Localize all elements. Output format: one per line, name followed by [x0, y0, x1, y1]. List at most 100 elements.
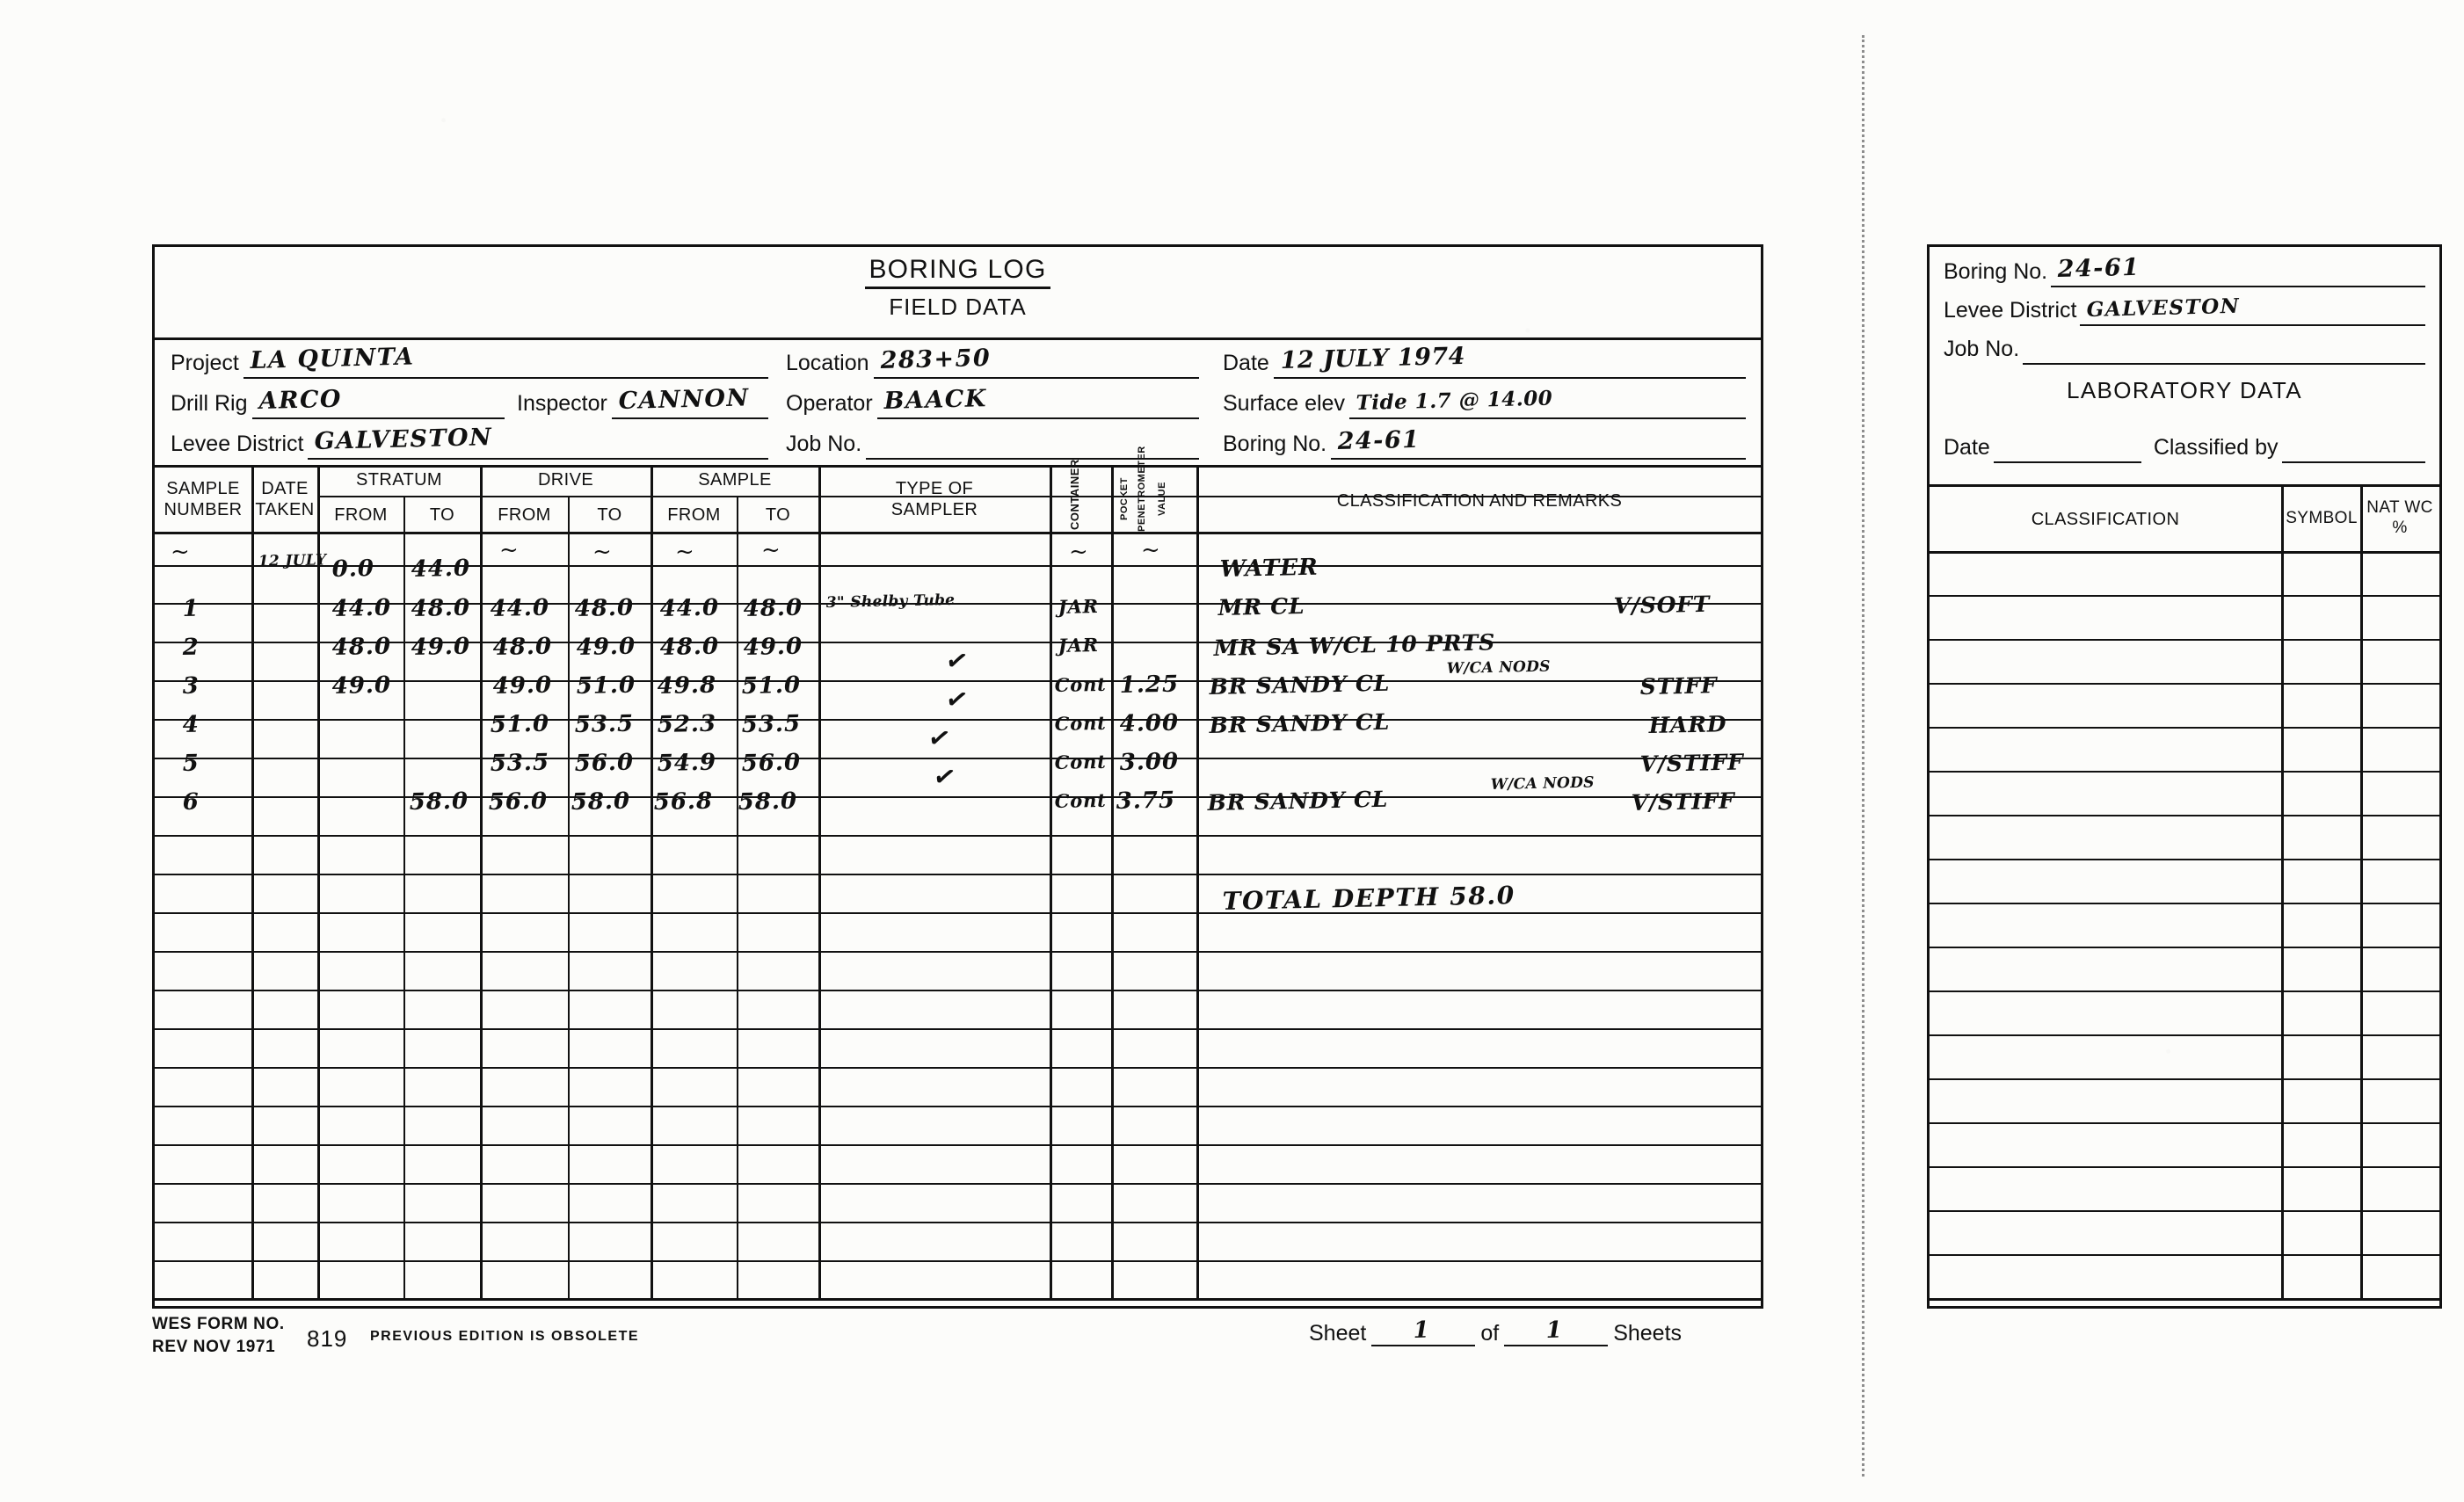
lab-date-input[interactable] — [1993, 430, 2141, 463]
surface-elev-input[interactable]: Tide 1.7 @ 14.00 — [1348, 386, 1746, 419]
lab-date-field[interactable]: Date Classified by — [1944, 428, 2425, 463]
row-rule — [155, 796, 1761, 798]
levee-district-field[interactable]: Levee District GALVESTON — [171, 424, 768, 460]
r6-stratum-from: 58.0 — [409, 787, 469, 816]
project-field[interactable]: Project LA QUINTA — [171, 343, 768, 379]
r1-stratum-to: 48.0 — [411, 594, 471, 622]
lab-row-rule — [1930, 990, 2439, 992]
operator-field[interactable]: Operator BAACK — [786, 384, 1199, 419]
lab-header-bottom-rule — [1930, 551, 2439, 554]
row-rule — [155, 912, 1761, 914]
lab-date-label: Date — [1944, 435, 1990, 460]
operator-input[interactable]: BAACK — [876, 385, 1199, 419]
sheet-count[interactable]: Sheet 1 of 1 Sheets — [1309, 1317, 1682, 1346]
header-sample-number: SAMPLE NUMBER — [164, 479, 243, 519]
boring-no-value: 24-61 — [1337, 425, 1421, 455]
drill-rig-field[interactable]: Drill Rig ARCO — [171, 384, 505, 419]
lab-classified-by-input[interactable] — [2281, 430, 2425, 463]
surface-elev-field[interactable]: Surface elev Tide 1.7 @ 14.00 — [1223, 384, 1746, 419]
r6-classification: BR SANDY CL — [1207, 786, 1389, 816]
row-rule — [155, 1067, 1761, 1069]
r6-drive-from: 58.0 — [571, 787, 631, 816]
r3-stratum-from: 49.0 — [331, 671, 392, 700]
lab-levee-district-input[interactable]: GALVESTON — [2080, 293, 2425, 326]
r4-sample-to: 53.5 — [741, 710, 802, 738]
r3-pocket-pen: 1.25 — [1119, 671, 1180, 699]
location-field[interactable]: Location 283+50 — [786, 344, 1199, 379]
location-input[interactable]: 283+50 — [873, 345, 1199, 379]
r6-drive-to: 56.8 — [653, 787, 714, 816]
r5-container: Cont — [1054, 750, 1107, 773]
r3-classification-sup: W/CA NODS — [1446, 657, 1551, 678]
date-input[interactable]: 12 JULY 1974 — [1273, 343, 1746, 379]
header-sample-to: TO — [765, 505, 791, 525]
r3-sample-to: 51.0 — [741, 671, 802, 700]
lab-row-rule — [1930, 947, 2439, 948]
sheet-total-input[interactable]: 1 — [1504, 1317, 1609, 1346]
r1-sample-to: 48.0 — [743, 594, 803, 622]
lab-boring-no-label: Boring No. — [1944, 259, 2048, 284]
lab-job-no-input[interactable] — [2023, 331, 2425, 365]
drill-rig-input[interactable]: ARCO — [251, 385, 505, 419]
r3-classification: BR SANDY CL — [1209, 670, 1391, 700]
header-sample-from: FROM — [667, 505, 721, 525]
operator-value: BAACK — [883, 385, 987, 415]
lab-panel-title: LABORATORY DATA — [2066, 377, 2303, 403]
col-rule-pocket-pen — [1196, 465, 1199, 1298]
inspector-label: Inspector — [517, 391, 607, 416]
r0-sample-to: ~ — [761, 537, 781, 563]
form-number: 819 — [307, 1325, 348, 1352]
lab-levee-district-field[interactable]: Levee District GALVESTON — [1944, 291, 2425, 326]
r5-sample-to: 56.0 — [741, 749, 802, 777]
r5-sample-number: 5 — [182, 750, 200, 777]
lab-row-rule — [1930, 1122, 2439, 1124]
table-top-rule — [155, 465, 1761, 468]
date-field[interactable]: Date 12 JULY 1974 — [1223, 343, 1746, 379]
r1-classification: MR CL — [1217, 592, 1305, 620]
levee-district-value: GALVESTON — [314, 424, 494, 455]
r5-sampler-check-icon: ✓ — [925, 721, 954, 757]
r4-sampler-check-icon: ✓ — [942, 682, 971, 718]
levee-district-input[interactable]: GALVESTON — [308, 424, 768, 460]
row-rule — [155, 603, 1761, 605]
boring-no-input[interactable]: 24-61 — [1331, 426, 1746, 460]
r0-container: ~ — [1069, 539, 1088, 565]
header-container: CONTAINER — [1068, 459, 1081, 530]
r0-classification: WATER — [1219, 554, 1319, 583]
lab-boring-no-input[interactable]: 24-61 — [2051, 254, 2425, 287]
total-depth-note: TOTAL DEPTH 58.0 — [1222, 881, 1516, 916]
lab-header-nat-wc: NAT WC % — [2366, 498, 2433, 537]
row-rule — [155, 642, 1761, 643]
col-rule-stratum — [480, 465, 483, 1298]
r0-date-taken: 12 JULY — [258, 551, 327, 570]
project-input[interactable]: LA QUINTA — [243, 343, 768, 379]
obsolete-notice: PREVIOUS EDITION IS OBSOLETE — [370, 1329, 640, 1344]
header-bottom-rule — [155, 532, 1761, 534]
header-date-taken: DATE TAKEN — [255, 479, 315, 519]
lab-row-rule — [1930, 1034, 2439, 1036]
header-drive-from: FROM — [498, 505, 551, 525]
inspector-field[interactable]: Inspector CANNON — [517, 384, 768, 419]
surface-elev-value: Tide 1.7 @ 14.00 — [1356, 386, 1553, 415]
header-pocket-penetrometer-3: VALUE — [1157, 482, 1167, 517]
col-rule-sample-from — [737, 496, 738, 1298]
lab-job-no-field[interactable]: Job No. — [1944, 330, 2425, 365]
job-no-field[interactable]: Job No. — [786, 424, 1199, 460]
lab-table-bottom-rule — [1930, 1298, 2439, 1301]
r5-drive-from: 53.5 — [490, 749, 550, 777]
inspector-input[interactable]: CANNON — [611, 384, 768, 419]
lab-header-classification: CLASSIFICATION — [2031, 510, 2180, 529]
r1-drive-from: 44.0 — [490, 594, 550, 622]
row-rule — [155, 835, 1761, 837]
date-label: Date — [1223, 351, 1269, 375]
job-no-input[interactable] — [866, 426, 1199, 460]
sheet-number-input[interactable]: 1 — [1371, 1317, 1476, 1346]
subheader-rule — [317, 496, 1761, 497]
lab-boring-no-field[interactable]: Boring No. 24-61 — [1944, 252, 2425, 287]
boring-no-field[interactable]: Boring No. 24-61 — [1223, 424, 1746, 460]
lab-levee-district-label: Levee District — [1944, 298, 2077, 323]
col-rule-container — [1111, 465, 1114, 1298]
table-bottom-rule — [155, 1298, 1761, 1301]
lab-row-rule — [1930, 815, 2439, 816]
drill-rig-value: ARCO — [258, 385, 342, 415]
